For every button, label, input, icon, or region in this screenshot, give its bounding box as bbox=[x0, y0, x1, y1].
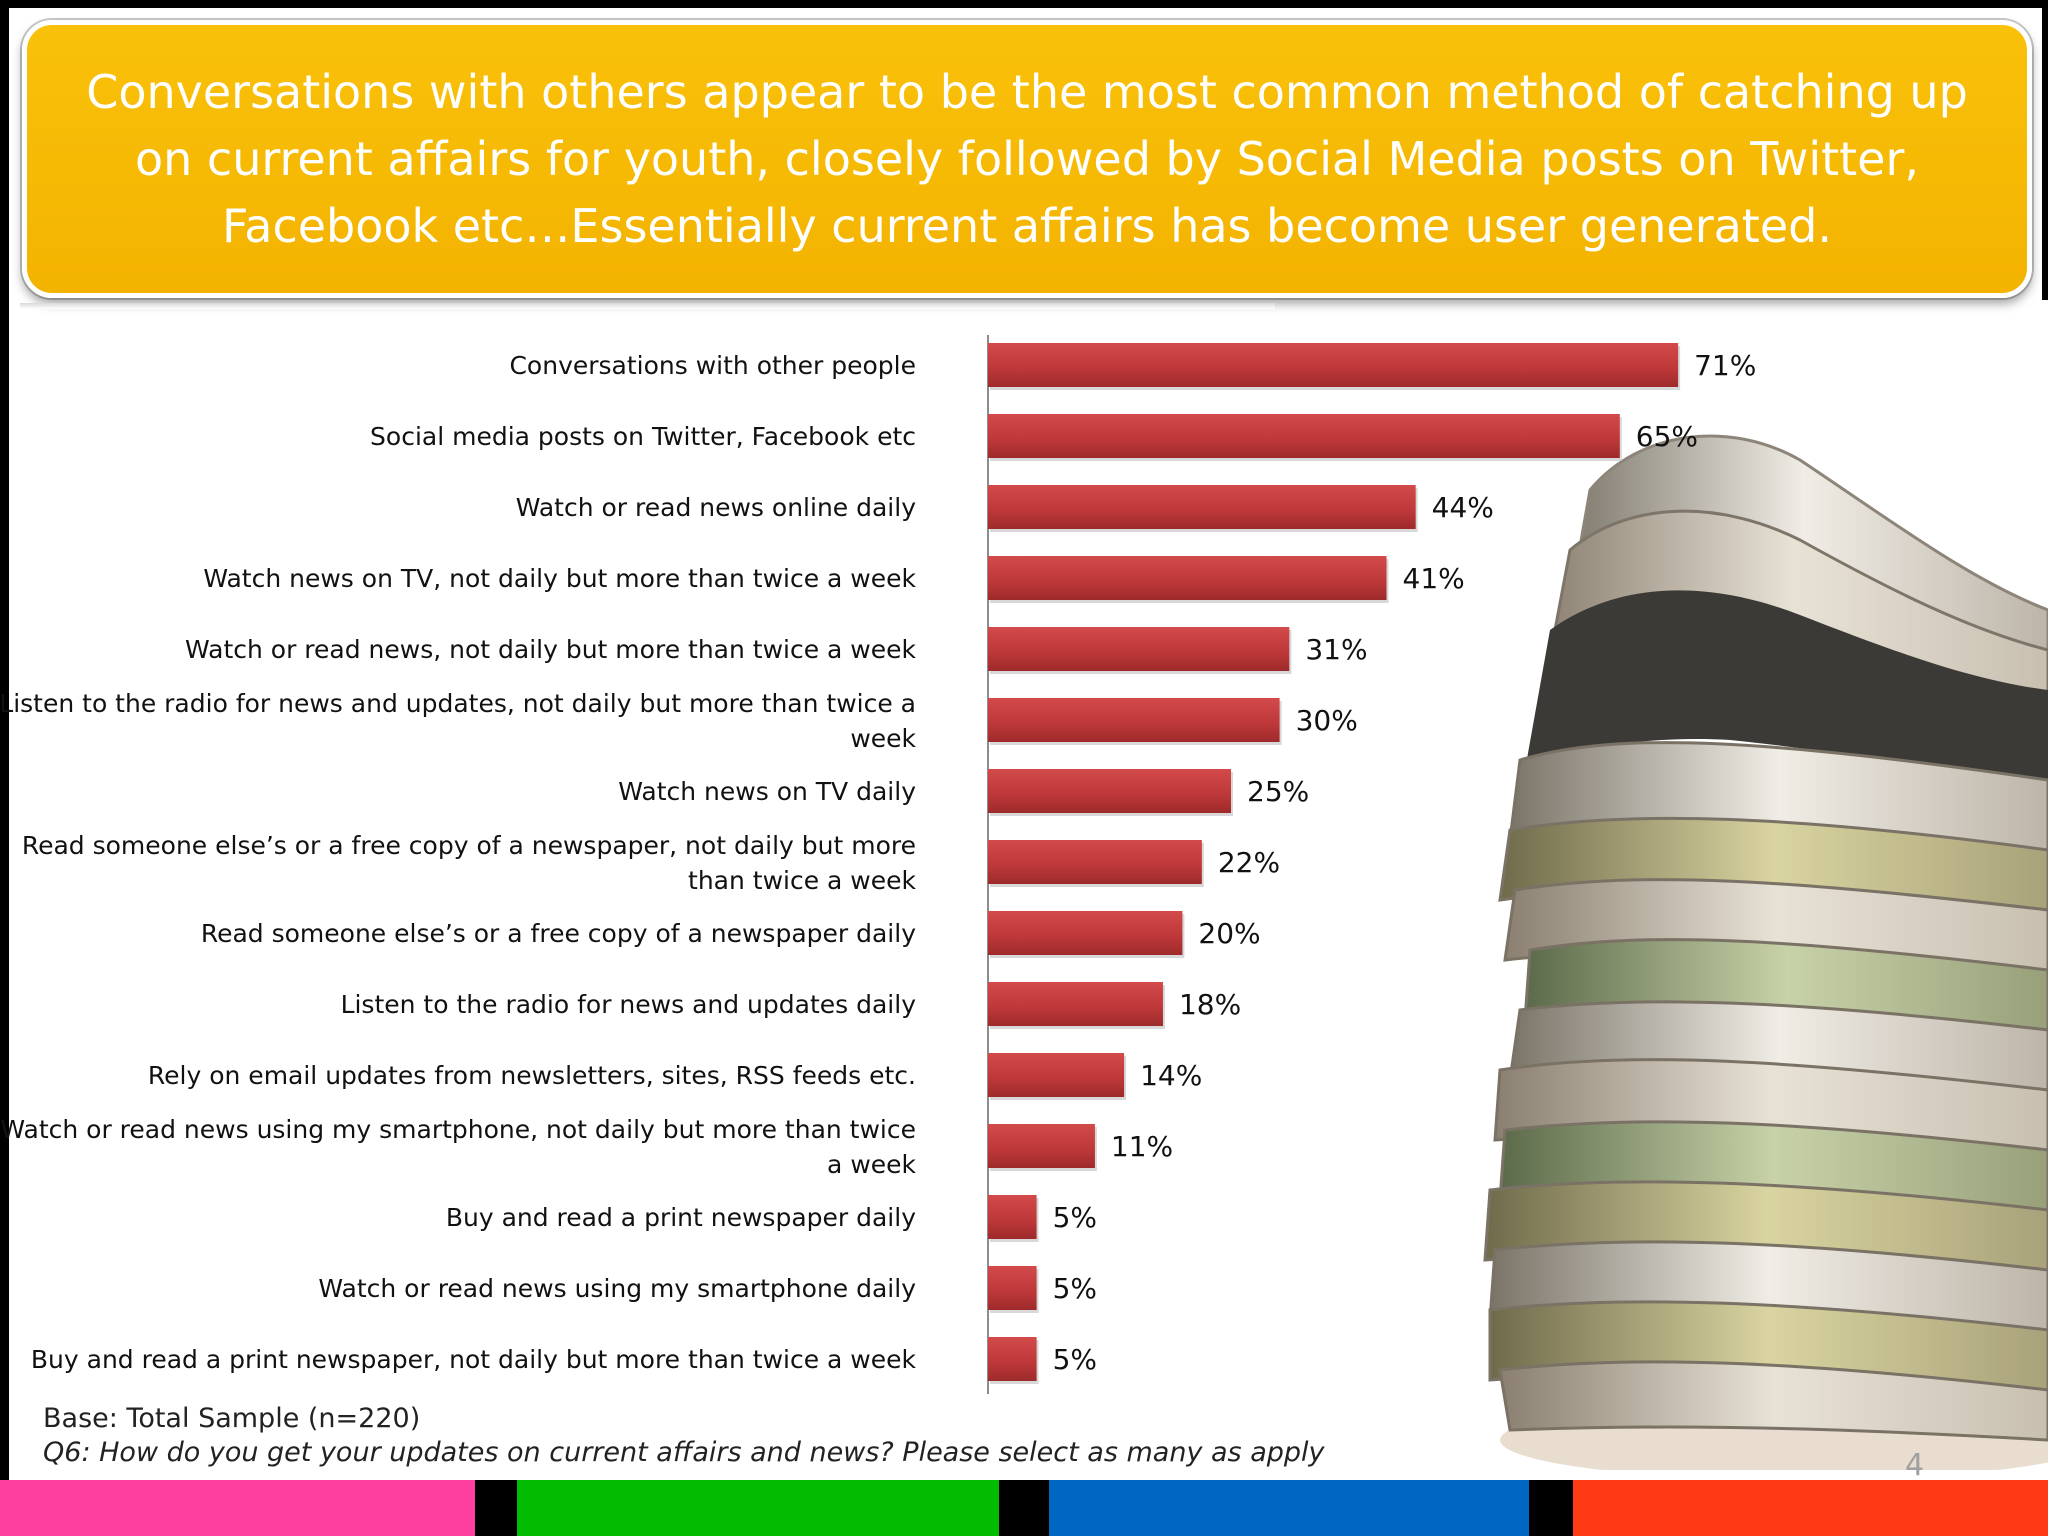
bar bbox=[988, 911, 1183, 955]
category-label: Watch or read news online daily bbox=[516, 493, 916, 522]
question-prefix: Q6 bbox=[43, 1437, 82, 1468]
category-label: Watch news on TV daily bbox=[618, 777, 916, 806]
data-label: 11% bbox=[1111, 1130, 1173, 1163]
color-stripe bbox=[1573, 1480, 2048, 1536]
bar bbox=[988, 769, 1231, 813]
data-label: 5% bbox=[1053, 1343, 1097, 1376]
category-label: a week bbox=[827, 1150, 916, 1179]
page-number: 4 bbox=[1905, 1448, 1925, 1483]
slide-frame-top bbox=[0, 0, 2048, 8]
category-label: Buy and read a print newspaper daily bbox=[446, 1203, 916, 1232]
bar bbox=[988, 1124, 1095, 1168]
color-stripe bbox=[1049, 1480, 1529, 1536]
bar bbox=[988, 627, 1290, 671]
bar bbox=[988, 556, 1387, 600]
data-label: 31% bbox=[1305, 633, 1367, 666]
category-label: Read someone else’s or a free copy of a … bbox=[22, 831, 916, 860]
category-label: Listen to the radio for news and updates… bbox=[0, 689, 916, 718]
bar bbox=[988, 1337, 1037, 1381]
data-label: 14% bbox=[1140, 1059, 1202, 1092]
bar bbox=[988, 485, 1416, 529]
category-label: Social media posts on Twitter, Facebook … bbox=[370, 422, 916, 451]
data-label: 22% bbox=[1218, 846, 1280, 879]
data-label: 18% bbox=[1179, 988, 1241, 1021]
category-label: Watch or read news using my smartphone, … bbox=[0, 1115, 916, 1144]
bar bbox=[988, 1195, 1037, 1239]
color-stripe bbox=[999, 1480, 1049, 1536]
category-label: Conversations with other people bbox=[509, 351, 916, 380]
bar bbox=[988, 840, 1202, 884]
bar bbox=[988, 982, 1163, 1026]
banner-shadow bbox=[20, 303, 1275, 309]
data-label: 41% bbox=[1403, 562, 1465, 595]
color-stripe bbox=[0, 1480, 475, 1536]
category-label: Watch or read news, not daily but more t… bbox=[185, 635, 917, 664]
category-label: Buy and read a print newspaper, not dail… bbox=[31, 1345, 917, 1374]
data-label: 25% bbox=[1247, 775, 1309, 808]
category-label: Watch news on TV, not daily but more tha… bbox=[203, 564, 916, 593]
data-label: 65% bbox=[1636, 420, 1698, 453]
category-label: Read someone else’s or a free copy of a … bbox=[201, 919, 916, 948]
category-label: Listen to the radio for news and updates… bbox=[341, 990, 917, 1019]
category-label: than twice a week bbox=[688, 866, 917, 895]
category-label: Rely on email updates from newsletters, … bbox=[148, 1061, 916, 1090]
data-label: 5% bbox=[1053, 1272, 1097, 1305]
bar bbox=[988, 698, 1280, 742]
bar-chart: 71% Conversations with other people 65% Soc… bbox=[0, 335, 1756, 1394]
slide-frame-left bbox=[0, 0, 9, 1480]
data-label: 20% bbox=[1198, 917, 1260, 950]
newspaper-stack-image bbox=[1470, 430, 2048, 1470]
bar bbox=[988, 1053, 1125, 1097]
bar bbox=[988, 1266, 1037, 1310]
slide-frame-right bbox=[2042, 0, 2048, 300]
question-text: : How do you get your updates on current… bbox=[81, 1437, 1325, 1468]
color-stripe bbox=[1529, 1480, 1573, 1536]
color-stripe bbox=[475, 1480, 517, 1536]
bar bbox=[988, 343, 1679, 387]
headline-banner: Conversations with others appear to be t… bbox=[22, 20, 2032, 298]
category-label: Watch or read news using my smartphone d… bbox=[318, 1274, 916, 1303]
category-label: week bbox=[850, 724, 916, 753]
color-stripe bbox=[517, 1480, 999, 1536]
data-label: 44% bbox=[1432, 491, 1494, 524]
data-label: 30% bbox=[1296, 704, 1358, 737]
bar bbox=[988, 414, 1620, 458]
base-note: Base: Total Sample (n=220) bbox=[43, 1403, 421, 1434]
headline-text: Conversations with others appear to be t… bbox=[86, 64, 1968, 253]
data-label: 71% bbox=[1694, 349, 1756, 382]
question-note: Q6: How do you get your updates on curre… bbox=[43, 1437, 1325, 1468]
data-label: 5% bbox=[1053, 1201, 1097, 1234]
